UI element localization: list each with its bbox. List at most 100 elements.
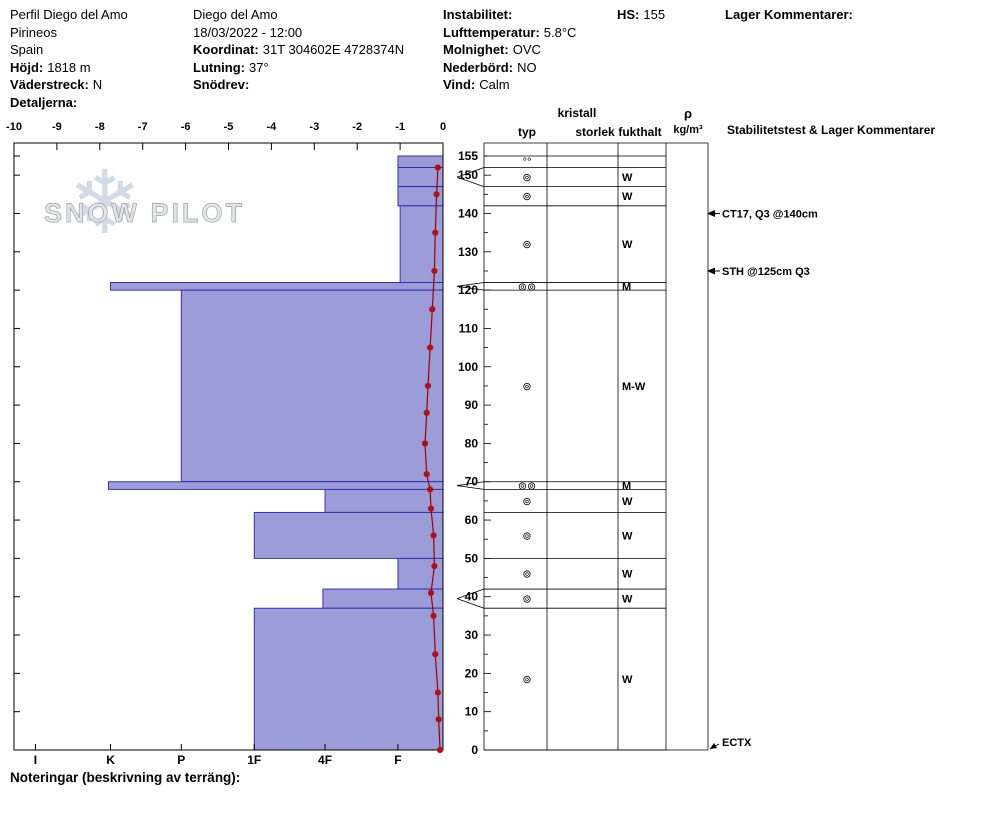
header-field: Perfil Diego del Amo [10,6,128,24]
header-field: Instabilitet: [443,6,576,24]
grain-type-symbol: ⊚ [522,530,531,542]
moisture-label: W [622,530,633,542]
header-field: Koordinat: 31T 304602E 4728374N [193,41,404,59]
header-field: Höjd: 1818 m [10,59,128,77]
depth-label: 30 [465,628,479,642]
header-field: Väderstreck: N [10,76,128,94]
temperature-point [430,612,437,619]
temp-axis-label: 0 [440,121,446,133]
field-label: Instabilitet: [443,7,513,22]
temperature-point [424,382,432,390]
depth-label: 120 [458,283,478,297]
header-field: Pirineos [10,24,128,42]
temperature-point [427,589,435,596]
grain-type-symbol: ⊚ [522,674,531,686]
hardness-bar [253,607,444,751]
col-header-storlek: storlek [575,125,615,139]
temperature-point [430,532,437,539]
test-arrowhead-icon [707,209,715,217]
depth-label: 90 [465,398,479,412]
depth-label: 130 [458,245,478,259]
temp-axis-label: -5 [224,121,234,133]
temp-axis-label: -2 [352,121,362,133]
moisture-label: W [622,496,633,508]
col-header-stability: Stabilitetstest & Lager Kommentarer [727,123,935,137]
depth-label: 110 [459,321,479,335]
field-value: N [92,77,103,92]
col-header-density-symbol: ρ [684,106,692,121]
temp-axis-label: -8 [95,121,105,133]
grain-type-symbol: °° [523,157,532,169]
field-value: 5.8°C [543,24,577,40]
hardness-bar [107,481,444,490]
field-label: HS: [617,7,640,22]
col-header-typ: typ [518,125,536,139]
thin-layer-wedge [456,485,485,490]
depth-label: 50 [465,551,479,565]
moisture-label: W [622,239,633,251]
hardness-bar [180,289,444,483]
hardness-axis-label: K [106,753,115,767]
grain-type-symbol: ⊚ [522,172,531,184]
moisture-label: M [622,281,631,293]
grain-type-symbol: ⊚⊚ [518,481,536,493]
hardness-axis-label: 1F [247,753,261,767]
hardness-bar [322,588,444,609]
field-label: Lufttemperatur: [443,24,540,40]
hardness-axis-label: 4F [318,753,332,767]
field-label: Nederbörd: [443,59,514,75]
temp-axis-label: -6 [181,121,191,133]
temperature-point [431,562,438,570]
depth-label: 0 [471,743,478,757]
grain-type-symbol: ⊚ [522,594,531,606]
hardness-axis-label: F [394,753,401,767]
test-arrowhead-icon [710,743,717,749]
thin-layer-wedge [456,481,485,486]
snowflake-icon: ❄ [68,153,142,252]
temp-axis-label: -9 [52,121,62,133]
depth-label: 70 [465,475,479,489]
header-field: 18/03/2022 - 12:00 [193,24,404,42]
temperature-point [423,470,430,478]
depth-label: 60 [465,513,479,527]
field-value: 31T 304602E 4728374N [262,42,405,57]
thin-layer-wedge [456,176,485,188]
header-col-observer: Diego del Amo 18/03/2022 - 12:00 Koordinat… [193,6,404,94]
header-field: Lutning: 37° [193,59,404,77]
hardness-axis-label: P [177,753,185,767]
depth-label: 140 [458,206,478,220]
moisture-label: W [622,569,633,581]
header-col-comments: Lager Kommentarer: [725,6,853,24]
header-field: Vind: Calm [443,76,576,94]
field-value: 155 [643,7,666,22]
test-arrowhead-icon [707,267,715,275]
field-label: Vind: [443,77,476,92]
moisture-label: W [622,594,633,606]
field-value: Perfil Diego del Amo [10,7,128,22]
thin-layer-wedge [456,598,485,609]
field-label: Höjd: [10,59,44,75]
thin-layer-wedge [456,588,485,600]
header-field: Spain [10,41,128,59]
temperature-point [427,344,434,351]
grain-type-symbol: ⊚ [522,496,531,508]
temp-axis-label: -3 [309,121,319,133]
hardness-bar [397,557,444,590]
temperature-line [424,167,441,751]
temperature-point [423,409,430,416]
header-field: Diego del Amo [193,6,404,24]
field-label: Lutning: [193,59,245,75]
depth-label: 80 [465,436,479,450]
temp-axis-label: -4 [267,121,278,133]
hardness-bar [110,282,444,291]
header-field: HS: 155 [617,6,665,24]
grain-type-symbol: ⊚ [522,239,531,251]
field-value: Calm [479,77,510,92]
temperature-point [432,651,439,658]
field-label: Detaljerna: [10,94,78,110]
field-label: Koordinat: [193,42,259,57]
grain-type-symbol: ⊚⊚ [518,281,536,293]
temp-axis-label: -1 [395,121,405,133]
temperature-point [431,267,438,275]
moisture-label: M-W [622,381,646,393]
